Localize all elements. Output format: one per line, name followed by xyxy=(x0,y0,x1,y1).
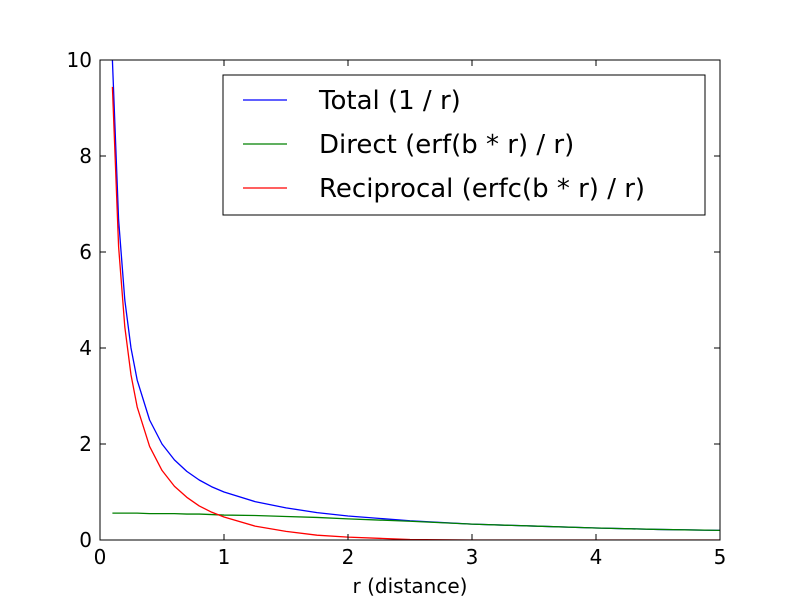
legend-label-0: Total (1 / r) xyxy=(318,86,461,116)
y-tick-label-2: 4 xyxy=(79,336,92,360)
x-tick-label-0: 0 xyxy=(94,545,107,569)
x-tick-label-1: 1 xyxy=(218,545,231,569)
x-axis-label: r (distance) xyxy=(353,574,468,598)
series-layer xyxy=(111,60,720,540)
y-tick-label-4: 8 xyxy=(79,144,92,168)
tick-layer: 0 1 2 3 4 5 0 2 4 6 8 10 xyxy=(67,48,727,569)
x-tick-label-2: 2 xyxy=(342,545,355,569)
x-tick-label-5: 5 xyxy=(714,545,727,569)
series-line-2 xyxy=(111,86,720,540)
y-tick-label-0: 0 xyxy=(79,528,92,552)
y-tick-label-3: 6 xyxy=(79,240,92,264)
legend-label-1: Direct (erf(b * r) / r) xyxy=(319,130,574,160)
legend-label-2: Reciprocal (erfc(b * r) / r) xyxy=(319,174,645,204)
legend-box xyxy=(222,74,706,216)
y-tick-label-5: 10 xyxy=(67,48,92,72)
x-tick-label-4: 4 xyxy=(590,545,603,569)
x-tick-label-3: 3 xyxy=(466,545,479,569)
plot-frame xyxy=(99,59,721,541)
legend: Total (1 / r) Direct (erf(b * r) / r) Reci… xyxy=(222,74,706,216)
y-tick-label-1: 2 xyxy=(79,432,92,456)
